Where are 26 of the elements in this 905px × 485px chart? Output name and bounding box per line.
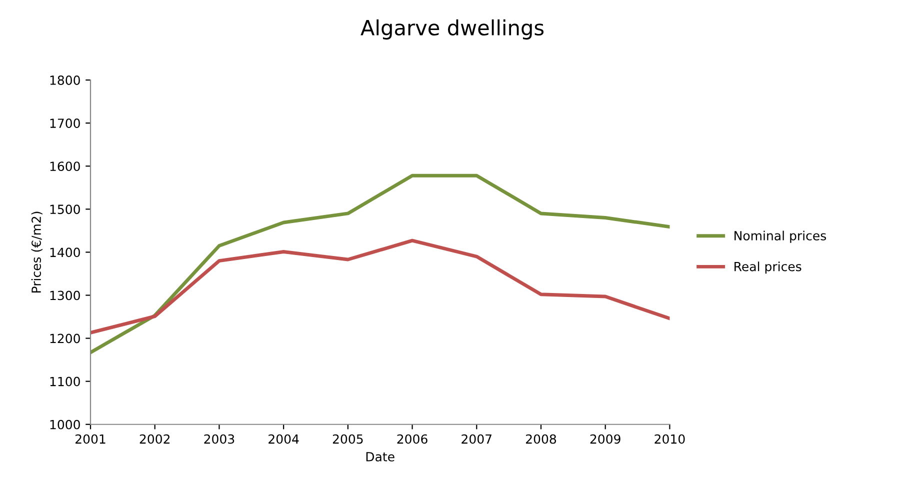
x-tick-label: 2007 <box>462 434 492 444</box>
x-tick-label: 2002 <box>140 434 170 444</box>
chart-title: Algarve dwellings <box>360 19 544 40</box>
x-tick-label: 2001 <box>76 434 106 444</box>
x-tick-label: 2010 <box>654 434 685 444</box>
y-tick-label: 1500 <box>50 204 80 214</box>
legend-label: Nominal prices <box>734 230 826 243</box>
y-tick-label: 1000 <box>50 420 80 430</box>
line-series <box>90 238 670 334</box>
legend-label: Real prices <box>734 262 802 274</box>
x-tick-label: 2006 <box>397 434 428 444</box>
y-tick-label: 1100 <box>50 376 80 386</box>
x-axis-title: Date <box>366 452 394 462</box>
y-tick-label: 1300 <box>50 290 80 300</box>
line-series <box>90 174 670 354</box>
x-tick-label: 2004 <box>268 434 299 444</box>
x-tick-label: 2003 <box>204 434 234 444</box>
x-tick-label: 2005 <box>332 434 363 444</box>
y-tick-label: 1400 <box>50 248 80 258</box>
y-tick-label: 1800 <box>50 75 80 85</box>
y-tick-label: 1200 <box>50 334 80 344</box>
y-tick-label: 1700 <box>50 118 80 128</box>
y-axis-title: Prices (€/m2) <box>31 212 42 292</box>
x-tick-label: 2009 <box>590 434 620 444</box>
y-tick-label: 1600 <box>50 162 80 172</box>
x-tick-label: 2008 <box>526 434 556 444</box>
